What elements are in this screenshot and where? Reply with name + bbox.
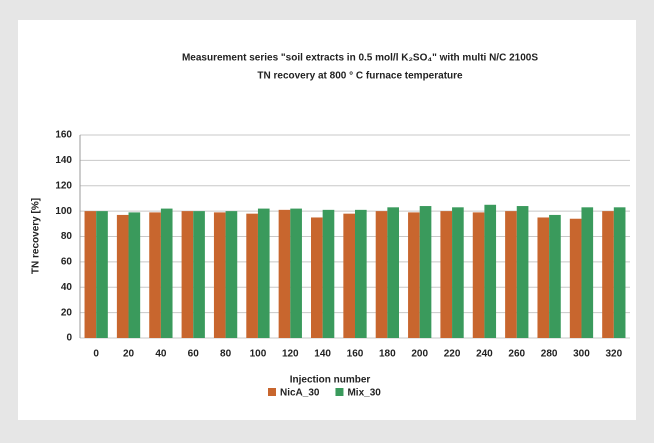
x-tick-label: 200 (411, 349, 428, 360)
bar (128, 212, 141, 338)
x-tick-label: 280 (541, 349, 558, 360)
bar (516, 206, 529, 338)
bar (322, 209, 335, 338)
x-tick-label: 80 (220, 349, 232, 360)
y-axis-label: TN recovery [%] (31, 198, 42, 274)
bar (343, 213, 355, 338)
x-tick-label: 320 (605, 349, 622, 360)
y-tick-label: 60 (61, 257, 73, 268)
bar (452, 207, 464, 338)
chart-title: Measurement series "soil extracts in 0.5… (182, 53, 538, 64)
legend-swatch (268, 388, 276, 396)
x-tick-label: 40 (155, 349, 167, 360)
legend-swatch (335, 388, 344, 396)
y-tick-label: 100 (55, 206, 72, 217)
bar (257, 208, 270, 338)
x-tick-label: 180 (379, 349, 396, 360)
y-tick-label: 160 (55, 130, 72, 141)
bar (160, 208, 173, 338)
bar (84, 211, 97, 338)
chart-subtitle: TN recovery at 800 ° C furnace temperatu… (257, 71, 463, 82)
bar (537, 217, 550, 338)
x-tick-label: 140 (314, 349, 331, 360)
bar (440, 211, 453, 338)
bar (311, 217, 323, 338)
x-tick-label: 60 (188, 349, 200, 360)
x-tick-label: 260 (508, 349, 525, 360)
bar (96, 211, 108, 338)
bar (246, 213, 258, 338)
legend-label: NicA_30 (280, 388, 320, 399)
x-axis-label: Injection number (290, 375, 371, 386)
bar (549, 214, 561, 338)
x-tick-label: 220 (444, 349, 461, 360)
bar (193, 211, 205, 338)
y-tick-label: 40 (61, 282, 73, 293)
y-tick-label: 80 (61, 231, 73, 242)
bar (213, 212, 226, 338)
x-tick-label: 300 (573, 349, 590, 360)
bar (278, 209, 291, 338)
legend-label: Mix_30 (347, 388, 381, 399)
x-tick-label: 20 (123, 349, 135, 360)
y-tick-label: 20 (61, 307, 73, 318)
bar (290, 208, 302, 338)
y-tick-label: 120 (55, 180, 72, 191)
bar (484, 204, 497, 338)
bar (602, 211, 614, 338)
x-tick-label: 120 (282, 349, 299, 360)
bar (419, 206, 432, 338)
bar (505, 211, 517, 338)
bar (375, 211, 388, 338)
bar (472, 212, 485, 338)
bar (613, 207, 626, 338)
y-tick-label: 140 (55, 155, 72, 166)
x-tick-label: 100 (250, 349, 267, 360)
bar (181, 211, 194, 338)
y-tick-label: 0 (66, 333, 72, 344)
bar (408, 212, 420, 338)
x-tick-label: 0 (93, 349, 99, 360)
bar (149, 212, 161, 338)
bar (116, 214, 129, 338)
bar (355, 209, 367, 338)
bar (581, 207, 594, 338)
x-tick-label: 160 (347, 349, 364, 360)
bar (387, 207, 399, 338)
bar (569, 218, 582, 338)
x-tick-label: 240 (476, 349, 493, 360)
bar (225, 211, 238, 338)
